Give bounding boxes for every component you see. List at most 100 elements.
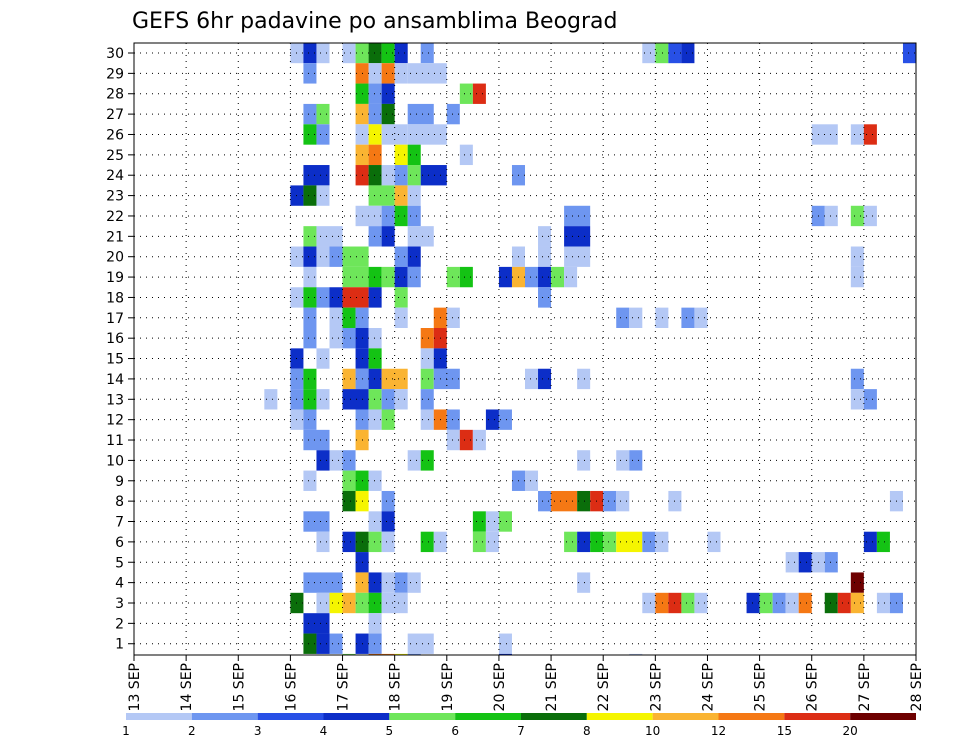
y-tick-label: 4 — [115, 576, 124, 592]
colorbar-label: 20 — [843, 724, 858, 738]
heatmap-cell — [407, 124, 447, 145]
heatmap-cell — [394, 572, 408, 593]
heatmap-cell — [538, 490, 552, 512]
heatmap-cell — [394, 246, 408, 267]
y-tick-label: 24 — [106, 168, 124, 184]
heatmap-cell — [603, 490, 617, 512]
heatmap-cell — [329, 287, 343, 308]
y-tick-label: 14 — [106, 372, 124, 388]
heatmap-cell — [381, 592, 408, 614]
heatmap-cell — [498, 511, 512, 532]
heatmap-cell — [472, 83, 486, 104]
heatmap-cell — [368, 368, 382, 390]
heatmap-cell — [407, 185, 421, 206]
heatmap-cell — [420, 389, 434, 410]
x-tick-label: 25 SEP — [753, 663, 769, 711]
x-tick-label: 13 SEP — [127, 663, 143, 711]
heatmap-cell — [264, 389, 278, 410]
colorbar-swatch — [521, 713, 587, 720]
colorbar-label: 7 — [517, 724, 525, 738]
heatmap-cell — [863, 531, 877, 553]
heatmap-cell — [446, 307, 460, 328]
heatmap-cell — [407, 205, 421, 227]
heatmap-cell — [368, 633, 382, 654]
heatmap-cell — [564, 531, 578, 553]
heatmap-cell — [381, 572, 395, 593]
grid-lines — [134, 43, 916, 655]
heatmap-cell — [538, 266, 552, 288]
heatmap-cell — [342, 43, 356, 64]
heatmap-cell — [329, 328, 343, 349]
x-tick-label: 23 SEP — [648, 663, 664, 711]
heatmap-cell — [681, 43, 695, 64]
heatmap-cell — [538, 368, 552, 390]
y-tick-label: 22 — [106, 209, 124, 225]
chart-title: GEFS 6hr padavine po ansamblima Beograd — [132, 9, 618, 34]
heatmap-cell — [342, 287, 369, 308]
heatmap-cell — [394, 266, 408, 288]
heatmap-cell — [863, 124, 877, 145]
colorbar-label: 4 — [320, 724, 328, 738]
colorbar-label: 2 — [188, 724, 196, 738]
heatmap-cell — [564, 266, 578, 288]
heatmap-cell — [746, 592, 760, 614]
heatmap-cell — [303, 389, 317, 410]
heatmap-cell — [381, 124, 408, 145]
heatmap-cell — [368, 287, 382, 308]
heatmap-cell — [303, 43, 317, 64]
heatmap-cell — [303, 409, 317, 430]
colorbar-label: 3 — [254, 724, 262, 738]
heatmap-cell — [381, 103, 395, 125]
x-axis: 13 SEP 14 SEP 15 SEP 16 SEP 17 SEP 18 SEP 19 S… — [127, 655, 925, 711]
heatmap-cell — [485, 409, 499, 430]
heatmap-cell — [368, 185, 395, 206]
heatmap-cell — [303, 165, 330, 186]
heatmap-cell — [551, 266, 565, 288]
heatmap-cell — [329, 307, 343, 328]
heatmap-cell — [616, 490, 630, 512]
x-tick-label: 21 SEP — [544, 663, 560, 711]
heatmap-cell — [850, 205, 864, 227]
heatmap-cell — [394, 43, 408, 64]
heatmap-cell — [303, 328, 317, 349]
heatmap-cell — [694, 592, 708, 614]
y-tick-label: 28 — [106, 87, 124, 103]
heatmap-cell — [459, 83, 473, 104]
heatmap-cell — [525, 470, 539, 491]
heatmap-cell — [420, 450, 434, 471]
x-tick-label: 18 SEP — [388, 663, 404, 711]
heatmap-cell — [577, 368, 591, 390]
heatmap-cell — [303, 368, 317, 390]
heatmap-cell — [446, 429, 460, 451]
heatmap-cell — [616, 531, 643, 553]
heatmap-cell — [525, 368, 539, 390]
heatmap-cell — [303, 633, 317, 654]
heatmap-cell — [577, 490, 591, 512]
y-tick-label: 19 — [106, 270, 124, 286]
heatmap-cell — [316, 348, 330, 369]
heatmap-cell — [381, 226, 395, 247]
colorbar-label: 6 — [451, 724, 459, 738]
heatmap-cell — [785, 552, 799, 573]
heatmap-cell — [498, 633, 512, 654]
heatmap-cell — [798, 552, 812, 573]
heatmap-cell — [316, 226, 343, 247]
heatmap-cell — [785, 592, 799, 614]
heatmap-cell — [394, 389, 408, 410]
heatmap-cell — [381, 43, 395, 64]
y-tick-label: 25 — [106, 148, 124, 164]
heatmap-cell — [303, 511, 330, 532]
heatmap-cell — [303, 613, 330, 634]
y-tick-label: 6 — [115, 535, 124, 551]
heatmap-cell — [303, 572, 343, 593]
heatmap-cell — [394, 185, 408, 206]
heatmap-cell — [407, 165, 421, 186]
heatmap-cell — [420, 328, 434, 349]
colorbar-swatch — [850, 713, 916, 720]
y-tick-label: 15 — [106, 352, 124, 368]
heatmap-cell — [863, 205, 877, 227]
heatmap-cell — [876, 592, 890, 614]
heatmap-cell — [342, 307, 356, 328]
heatmap-cell — [472, 511, 486, 532]
heatmap-cell — [381, 653, 395, 655]
